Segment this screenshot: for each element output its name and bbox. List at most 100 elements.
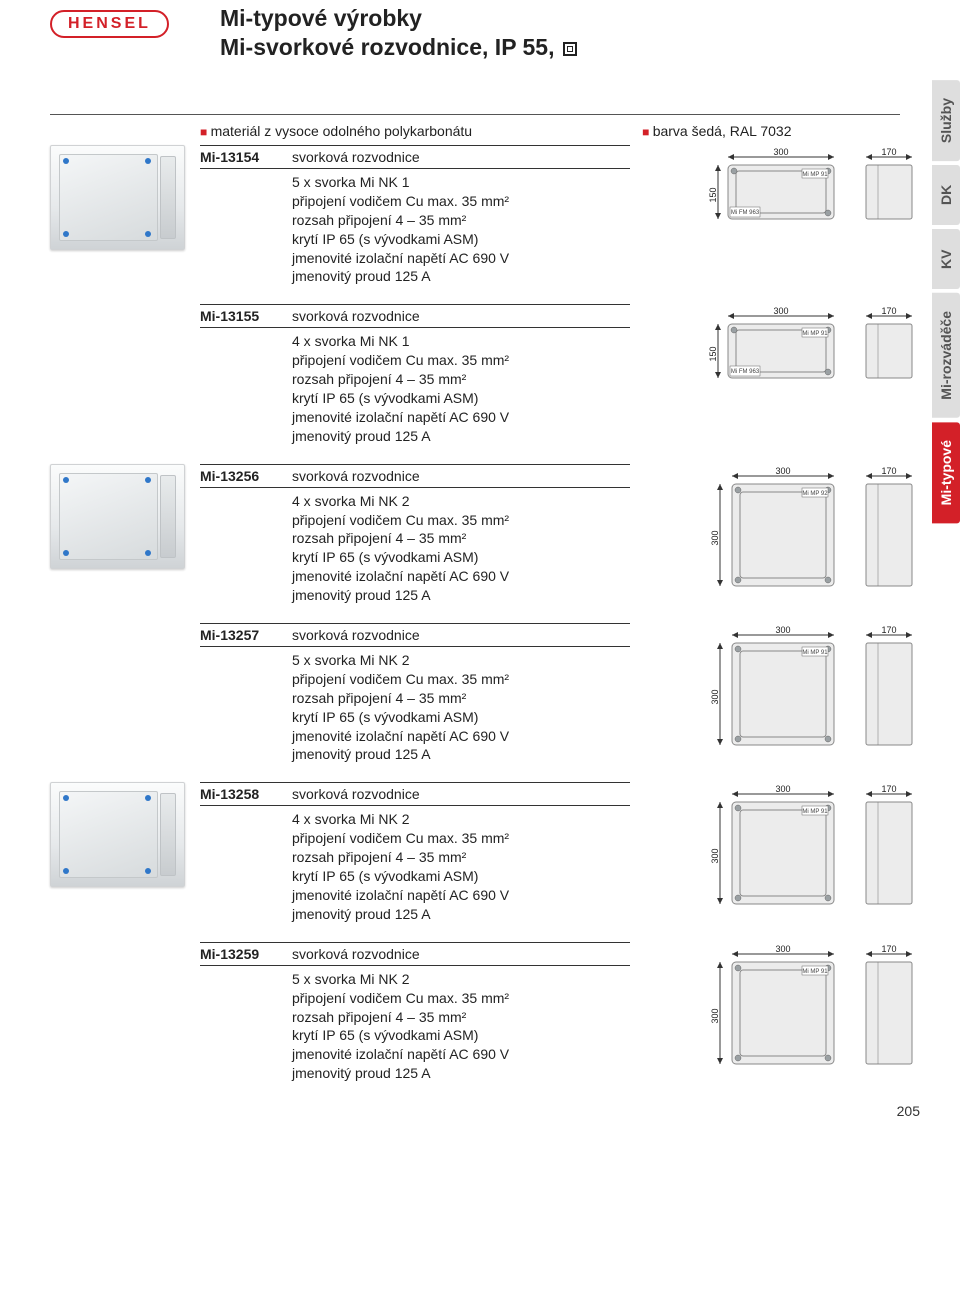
page-number: 205	[50, 1103, 960, 1119]
spec-line: krytí IP 65 (s vývodkami ASM)	[292, 548, 630, 567]
spec-line: krytí IP 65 (s vývodkami ASM)	[292, 230, 630, 249]
product-row: Mi-13259svorková rozvodnice5 x svorka Mi…	[50, 942, 960, 1083]
svg-text:150: 150	[708, 347, 718, 362]
title-line-1: Mi-typové výrobky	[220, 4, 577, 33]
spec-line: krytí IP 65 (s vývodkami ASM)	[292, 708, 630, 727]
svg-text:300: 300	[710, 849, 720, 864]
spec-line: připojení vodičem Cu max. 35 mm²	[292, 192, 630, 211]
bullet-row: materiál z vysoce odolného polykarbonátu…	[200, 123, 960, 139]
product-diagrams: 300 Mi MP 91 Mi FM 963 150 170	[640, 145, 920, 235]
product-thumbnail	[50, 782, 185, 887]
svg-text:170: 170	[881, 306, 896, 316]
side-diagram: 170	[858, 306, 920, 394]
svg-text:300: 300	[775, 784, 790, 794]
side-tabs: Služby DKKV Mi-rozváděče Mi-typové	[932, 80, 960, 523]
spec-line: krytí IP 65 (s vývodkami ASM)	[292, 867, 630, 886]
side-diagram: 170	[858, 147, 920, 235]
product-spec: Mi-13259svorková rozvodnice5 x svorka Mi…	[200, 942, 630, 1083]
side-tab[interactable]: Mi-rozváděče	[932, 293, 960, 418]
spec-line: jmenovité izolační napětí AC 690 V	[292, 886, 630, 905]
product-name: svorková rozvodnice	[292, 627, 420, 643]
front-diagram: 300 Mi MP 91 300	[706, 944, 846, 1074]
spec-line: 4 x svorka Mi NK 1	[292, 332, 630, 351]
svg-text:300: 300	[775, 944, 790, 954]
products-list: Mi-13154 svorková rozvodnice 5 x svorka Mi…	[50, 145, 960, 1083]
product-name: svorková rozvodnice	[292, 308, 420, 324]
svg-text:300: 300	[775, 466, 790, 476]
svg-text:170: 170	[881, 784, 896, 794]
svg-text:Mi MP 92: Mi MP 92	[802, 491, 828, 497]
spec-line: jmenovité izolační napětí AC 690 V	[292, 727, 630, 746]
side-diagram: 170	[858, 466, 920, 596]
bullet-color: barva šedá, RAL 7032	[642, 123, 791, 139]
side-tab[interactable]: KV	[932, 229, 960, 289]
side-diagram: 170	[858, 625, 920, 755]
spec-line: připojení vodičem Cu max. 35 mm²	[292, 829, 630, 848]
product-code: Mi-13256	[200, 468, 292, 484]
side-diagram: 170	[858, 784, 920, 914]
svg-text:Mi FM 963: Mi FM 963	[731, 369, 760, 375]
spec-line: 5 x svorka Mi NK 1	[292, 173, 630, 192]
spec-line: připojení vodičem Cu max. 35 mm²	[292, 670, 630, 689]
class-ii-icon	[563, 42, 577, 56]
product-code: Mi-13154	[200, 149, 292, 165]
bullet-material: materiál z vysoce odolného polykarbonátu	[200, 123, 472, 139]
spec-line: rozsah připojení 4 – 35 mm²	[292, 1008, 630, 1027]
brand-logo: HENSEL	[50, 10, 169, 38]
product-spec: Mi-13154svorková rozvodnice5 x svorka Mi…	[200, 145, 630, 286]
front-diagram: 300 Mi MP 91 Mi FM 963 150	[706, 147, 846, 235]
product-spec: Mi-13155svorková rozvodnice 4 x svorka Mi…	[200, 304, 630, 445]
product-diagrams: 300 Mi MP 91 300 170	[640, 942, 920, 1074]
spec-line: jmenovitý proud 125 A	[292, 267, 630, 286]
svg-text:Mi FM 963: Mi FM 963	[731, 210, 760, 216]
svg-text:Mi MP 91: Mi MP 91	[802, 172, 828, 178]
spec-line: 4 x svorka Mi NK 2	[292, 810, 630, 829]
front-diagram: 300 Mi MP 91 300	[706, 625, 846, 755]
svg-text:300: 300	[710, 530, 720, 545]
svg-text:170: 170	[881, 147, 896, 157]
spec-line: jmenovité izolační napětí AC 690 V	[292, 1045, 630, 1064]
product-row: Mi-13258svorková rozvodnice4 x svorka Mi…	[50, 782, 960, 923]
spec-line: rozsah připojení 4 – 35 mm²	[292, 848, 630, 867]
spec-line: jmenovitý proud 125 A	[292, 905, 630, 924]
side-tab[interactable]: Služby	[932, 80, 960, 161]
spec-line: připojení vodičem Cu max. 35 mm²	[292, 351, 630, 370]
product-row: Mi-13155svorková rozvodnice 4 x svorka Mi…	[50, 304, 960, 445]
svg-text:170: 170	[881, 625, 896, 635]
front-diagram: 300 Mi MP 91 300	[706, 784, 846, 914]
catalog-page: HENSEL Mi-typové výrobky Mi-svorkové roz…	[0, 0, 960, 1129]
spec-line: krytí IP 65 (s vývodkami ASM)	[292, 389, 630, 408]
product-code: Mi-13259	[200, 946, 292, 962]
spec-line: rozsah připojení 4 – 35 mm²	[292, 689, 630, 708]
svg-text:Mi MP 91: Mi MP 91	[802, 331, 828, 337]
svg-text:150: 150	[708, 187, 718, 202]
svg-text:300: 300	[710, 690, 720, 705]
spec-line: rozsah připojení 4 – 35 mm²	[292, 211, 630, 230]
product-diagrams: 300 Mi MP 92 300 170	[640, 464, 920, 596]
front-diagram: 300 Mi MP 91 Mi FM 963 150	[706, 306, 846, 394]
spec-line: jmenovitý proud 125 A	[292, 586, 630, 605]
svg-text:Mi MP 91: Mi MP 91	[802, 650, 828, 656]
svg-text:Mi MP 91: Mi MP 91	[802, 809, 828, 815]
spec-line: 5 x svorka Mi NK 2	[292, 651, 630, 670]
svg-text:Mi MP 91: Mi MP 91	[802, 969, 828, 975]
front-diagram: 300 Mi MP 92 300	[706, 466, 846, 596]
product-code: Mi-13155	[200, 308, 292, 324]
side-tab[interactable]: DK	[932, 165, 960, 225]
product-row: Mi-13256svorková rozvodnice4 x svorka Mi…	[50, 464, 960, 605]
spec-line: krytí IP 65 (s vývodkami ASM)	[292, 1026, 630, 1045]
product-name: svorková rozvodnice	[292, 786, 420, 802]
spec-line: jmenovité izolační napětí AC 690 V	[292, 249, 630, 268]
page-title: Mi-typové výrobky Mi-svorkové rozvodnice…	[220, 4, 577, 62]
spec-line: rozsah připojení 4 – 35 mm²	[292, 370, 630, 389]
product-diagrams: 300 Mi MP 91 300 170	[640, 782, 920, 914]
svg-text:300: 300	[773, 147, 788, 157]
product-spec: Mi-13258svorková rozvodnice4 x svorka Mi…	[200, 782, 630, 923]
spec-line: 4 x svorka Mi NK 2	[292, 492, 630, 511]
product-spec: Mi-13256svorková rozvodnice4 x svorka Mi…	[200, 464, 630, 605]
product-thumbnail	[50, 145, 185, 250]
spec-line: jmenovitý proud 125 A	[292, 1064, 630, 1083]
product-row: Mi-13154svorková rozvodnice5 x svorka Mi…	[50, 145, 960, 286]
side-tab[interactable]: Mi-typové	[932, 422, 960, 523]
product-diagrams: 300 Mi MP 91 300 170	[640, 623, 920, 755]
